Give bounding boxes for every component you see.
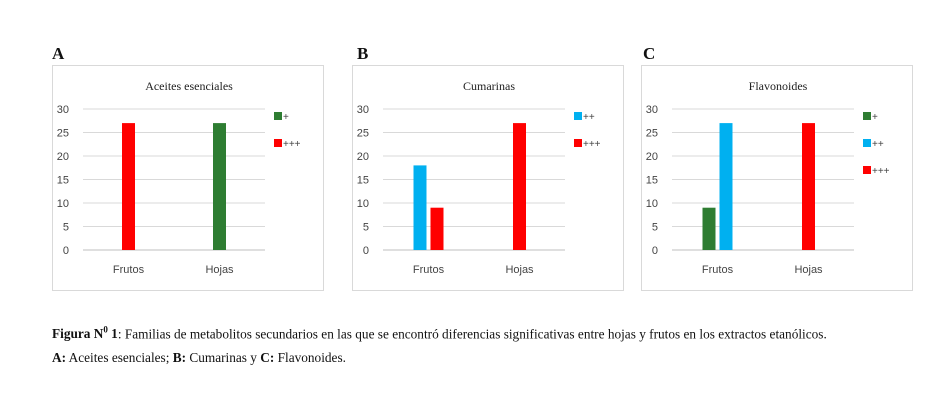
y-tick-label: 10 bbox=[357, 198, 369, 210]
y-tick-label: 20 bbox=[57, 151, 69, 163]
panel-letter-b: B bbox=[357, 44, 369, 63]
caption-a-label: A: bbox=[52, 350, 67, 366]
y-tick-label: 10 bbox=[646, 198, 658, 210]
caption-text: : Familias de metabolitos secundarios en… bbox=[117, 326, 827, 342]
y-tick-label: 30 bbox=[646, 104, 658, 116]
y-tick-label: 20 bbox=[357, 151, 369, 163]
y-tick-label: 0 bbox=[363, 245, 369, 257]
bar bbox=[802, 123, 815, 250]
legend-swatch bbox=[274, 112, 282, 120]
legend-swatch bbox=[574, 112, 582, 120]
bar bbox=[213, 123, 226, 250]
legend-label: + bbox=[283, 112, 289, 123]
chart-title: Aceites esenciales bbox=[145, 79, 233, 93]
legend-swatch bbox=[863, 139, 871, 147]
x-tick-label: Hojas bbox=[205, 264, 234, 276]
chart-title: Cumarinas bbox=[463, 79, 515, 93]
caption-a-text: Aceites esenciales; bbox=[66, 350, 173, 366]
caption-c-text: Flavonoides. bbox=[274, 350, 346, 366]
caption-line-1: Figura N0 1: Familias de metabolitos sec… bbox=[52, 318, 932, 346]
y-tick-label: 30 bbox=[57, 104, 69, 116]
y-tick-label: 25 bbox=[357, 128, 369, 140]
y-tick-label: 0 bbox=[63, 245, 69, 257]
legend-label: +++ bbox=[583, 139, 601, 150]
bar bbox=[702, 207, 716, 250]
y-tick-label: 5 bbox=[63, 222, 69, 234]
y-tick-label: 10 bbox=[57, 198, 69, 210]
bar bbox=[430, 207, 444, 250]
x-tick-label: Frutos bbox=[113, 264, 145, 276]
legend-swatch bbox=[274, 139, 282, 147]
bar bbox=[413, 165, 427, 250]
y-tick-label: 30 bbox=[357, 104, 369, 116]
y-tick-label: 5 bbox=[363, 222, 369, 234]
y-tick-label: 15 bbox=[357, 175, 369, 187]
y-tick-label: 0 bbox=[652, 245, 658, 257]
legend-swatch bbox=[574, 139, 582, 147]
bar bbox=[719, 123, 733, 250]
legend-label: + bbox=[872, 112, 878, 123]
y-tick-label: 20 bbox=[646, 151, 658, 163]
y-tick-label: 25 bbox=[646, 128, 658, 140]
x-tick-label: Frutos bbox=[413, 264, 445, 276]
x-tick-label: Frutos bbox=[702, 264, 734, 276]
x-tick-label: Hojas bbox=[505, 264, 534, 276]
caption-b-label: B: bbox=[172, 350, 187, 366]
chart-c: Flavonoides 0 5 10 15 20 25 30 Frutos Hojas + ++ ++… bbox=[641, 65, 913, 291]
caption-line-2: A: Aceites esenciales; B: Cumarinas y C:… bbox=[52, 346, 932, 370]
y-tick-label: 25 bbox=[57, 128, 69, 140]
chart-a: Aceites esenciales 0 5 10 15 20 25 30 Frutos Hoj… bbox=[52, 65, 324, 291]
x-tick-label: Hojas bbox=[794, 264, 823, 276]
legend-swatch bbox=[863, 166, 871, 174]
legend-label: ++ bbox=[583, 112, 595, 123]
legend-swatch bbox=[863, 112, 871, 120]
chart-b: Cumarinas 0 5 10 15 20 25 30 Frutos Hojas ++ +++ bbox=[352, 65, 624, 291]
bar bbox=[122, 123, 135, 250]
chart-title: Flavonoides bbox=[748, 79, 808, 93]
bar bbox=[513, 123, 526, 250]
figure-caption: Figura N0 1: Familias de metabolitos sec… bbox=[52, 318, 932, 370]
caption-fig-text: Figura N bbox=[52, 326, 104, 342]
caption-fig-num: 1 bbox=[107, 326, 118, 342]
legend-label: +++ bbox=[283, 139, 301, 150]
caption-fig-label: Figura N0 1 bbox=[52, 325, 118, 342]
y-tick-label: 5 bbox=[652, 222, 658, 234]
caption-b-text: Cumarinas y bbox=[186, 350, 261, 366]
panel-letter-a: A bbox=[52, 44, 65, 63]
caption-fig-sup: 0 bbox=[103, 325, 108, 335]
y-tick-label: 15 bbox=[57, 175, 69, 187]
caption-c-label: C: bbox=[260, 350, 275, 366]
legend-label: +++ bbox=[872, 166, 890, 177]
legend-label: ++ bbox=[872, 139, 884, 150]
y-tick-label: 15 bbox=[646, 175, 658, 187]
panel-letter-c: C bbox=[643, 44, 656, 63]
